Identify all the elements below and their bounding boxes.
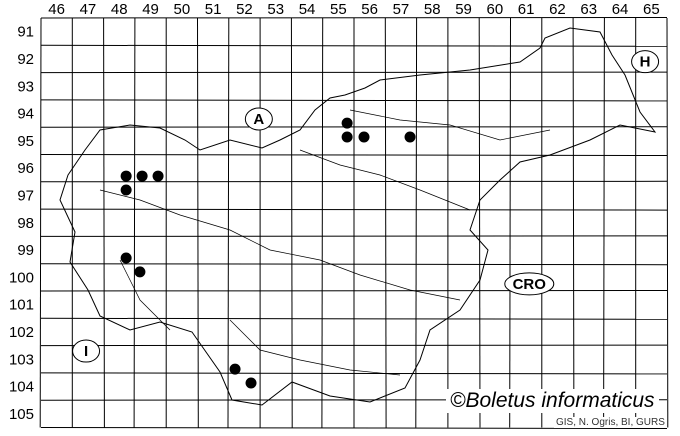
column-label: 59 xyxy=(455,1,472,18)
column-label: 51 xyxy=(205,1,222,18)
grid-line-horizontal xyxy=(40,290,668,292)
record-dot xyxy=(245,377,257,389)
country-label: H xyxy=(631,50,660,74)
grid-line-horizontal xyxy=(40,154,668,156)
column-label: 63 xyxy=(580,1,597,18)
country-label-oval xyxy=(631,50,660,74)
copyright-text: ©Boletus informaticus xyxy=(446,389,659,413)
grid-line-horizontal xyxy=(40,372,668,375)
grid-line-horizontal xyxy=(40,263,668,266)
grid-line-vertical xyxy=(321,17,324,428)
row-label: 101 xyxy=(9,297,34,314)
column-label: 56 xyxy=(361,1,378,18)
axis-labels: 46 47 48 49 50 51 52 53 54 55 56 57 58 59 60 61 62 63 64 65… xyxy=(9,1,660,423)
grid-line-horizontal xyxy=(40,126,668,128)
grid-line-horizontal xyxy=(40,17,668,19)
row-label: 98 xyxy=(17,215,34,232)
grid-line-vertical xyxy=(227,17,230,428)
column-label: 62 xyxy=(549,1,566,18)
column-label: 60 xyxy=(487,1,504,18)
grid-line-vertical xyxy=(666,17,669,428)
grid-line-vertical xyxy=(384,17,387,428)
grid-line-horizontal xyxy=(40,208,668,211)
grid-line-horizontal xyxy=(40,71,668,74)
column-label: 49 xyxy=(142,1,159,18)
column-label: 52 xyxy=(236,1,253,18)
grid-line-vertical xyxy=(290,17,293,428)
grid-line-vertical xyxy=(133,17,136,428)
row-label: 104 xyxy=(9,379,34,396)
column-label: 64 xyxy=(612,1,629,18)
country-label-text: H xyxy=(640,54,651,71)
record-dot xyxy=(358,131,370,143)
country-label: I xyxy=(72,339,101,363)
grid-line-horizontal xyxy=(40,44,668,47)
grid-line-horizontal xyxy=(40,235,668,237)
grid-line-vertical xyxy=(509,17,511,428)
country-label-oval xyxy=(504,272,555,296)
column-label: 55 xyxy=(330,1,347,18)
country-outline xyxy=(59,27,657,406)
country-labels: A H CRO I xyxy=(72,50,660,363)
row-label: 100 xyxy=(9,269,34,286)
column-label: 57 xyxy=(393,1,410,18)
grid-line-vertical xyxy=(478,17,481,428)
grid-line-horizontal xyxy=(40,180,668,183)
record-dot xyxy=(134,266,146,278)
column-label: 58 xyxy=(424,1,441,18)
record-dot xyxy=(120,170,132,182)
country-label: CRO xyxy=(504,272,555,296)
country-label-text: CRO xyxy=(513,276,547,293)
record-dot xyxy=(120,252,132,264)
row-label: 95 xyxy=(17,133,34,150)
grid-line-vertical xyxy=(415,17,418,428)
column-label: 54 xyxy=(299,1,316,18)
row-label: 92 xyxy=(17,51,34,68)
row-label: 103 xyxy=(9,351,34,368)
column-label: 47 xyxy=(80,1,97,18)
column-label: 65 xyxy=(643,1,660,18)
country-label-text: A xyxy=(253,111,264,128)
column-label: 61 xyxy=(518,1,535,18)
row-label: 97 xyxy=(17,187,34,204)
records xyxy=(120,117,416,389)
country-label-oval xyxy=(244,107,273,131)
grid-line-horizontal xyxy=(40,317,668,320)
grid-line-horizontal xyxy=(40,344,668,347)
row-label: 93 xyxy=(17,78,34,95)
column-label: 46 xyxy=(48,1,65,18)
row-label: 99 xyxy=(17,242,34,259)
column-label: 48 xyxy=(111,1,128,18)
record-dot xyxy=(136,170,148,182)
row-label: 94 xyxy=(17,106,34,123)
column-label: 53 xyxy=(267,1,284,18)
grid-line-vertical xyxy=(39,17,42,428)
row-label: 102 xyxy=(9,324,34,341)
country-label-text: I xyxy=(84,343,88,360)
river xyxy=(99,109,551,376)
column-label: 50 xyxy=(174,1,191,18)
row-label: 105 xyxy=(9,406,34,423)
record-dot xyxy=(341,117,353,129)
credit-text: GIS, N. Ogris, BI, GURS xyxy=(554,417,667,428)
row-label: 96 xyxy=(17,160,34,177)
row-label: 91 xyxy=(17,24,34,41)
grid-line-horizontal xyxy=(40,427,668,429)
record-dot xyxy=(341,131,353,143)
record-dot xyxy=(120,184,132,196)
grid-line-vertical xyxy=(603,17,605,428)
country-label: A xyxy=(244,107,273,131)
grid-line-horizontal xyxy=(40,99,668,102)
record-dot xyxy=(152,170,164,182)
grid xyxy=(39,17,669,429)
grid-line-vertical xyxy=(103,17,105,428)
record-dot xyxy=(404,131,416,143)
country-label-oval xyxy=(72,339,101,363)
grid-line-vertical xyxy=(572,17,575,428)
grid-line-vertical xyxy=(197,17,199,428)
record-dot xyxy=(229,363,241,375)
